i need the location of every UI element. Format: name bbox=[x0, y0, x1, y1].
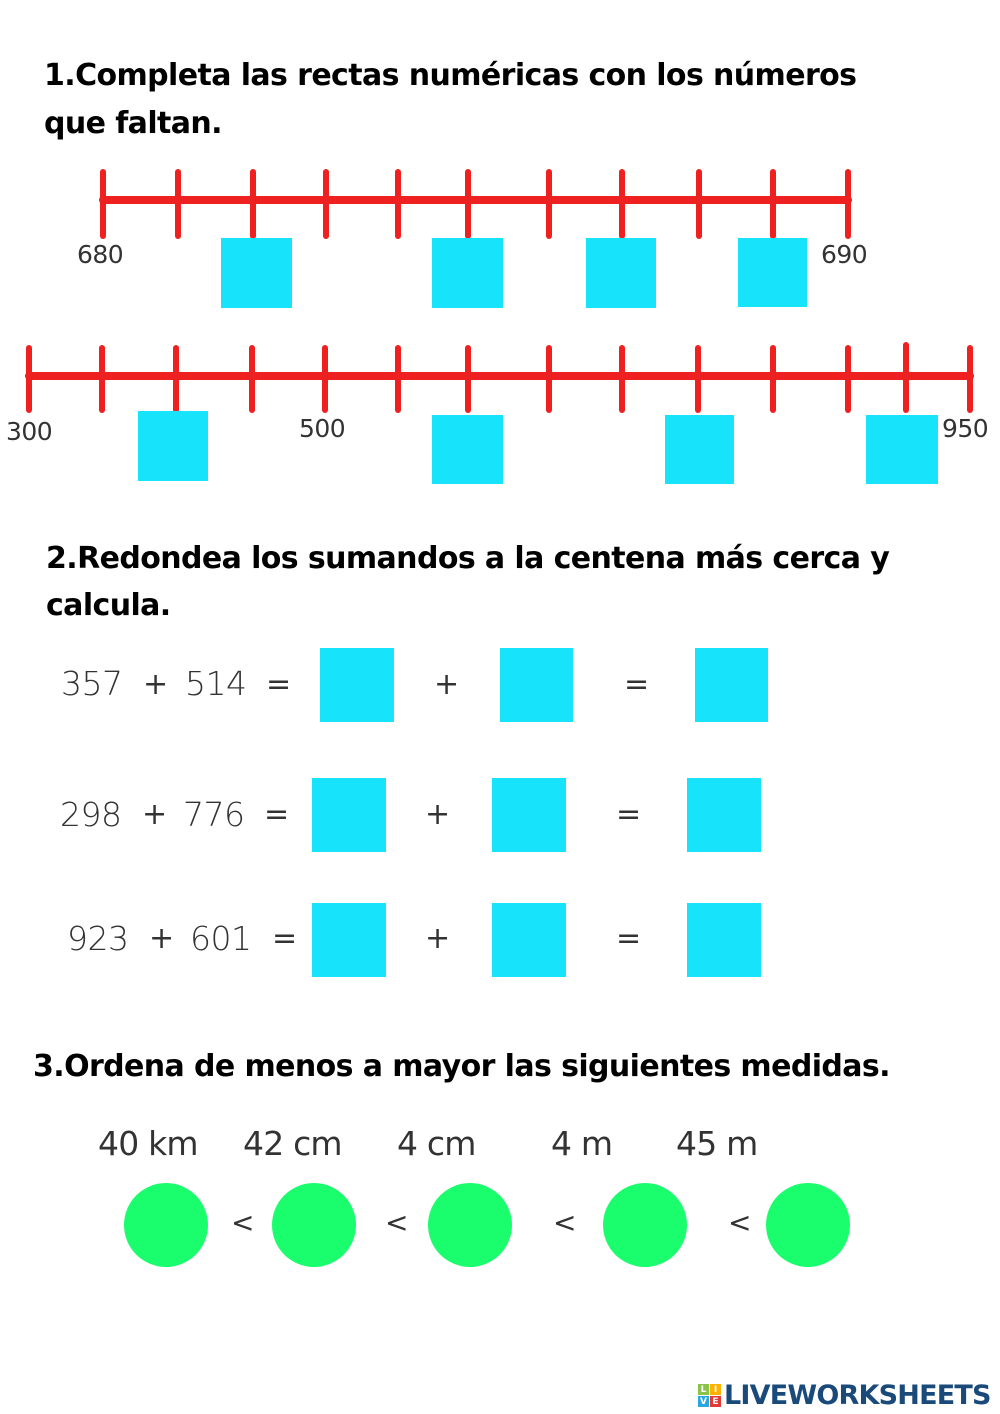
order-slot-4[interactable] bbox=[603, 1183, 687, 1267]
number-lines-graphic bbox=[25, 169, 974, 413]
line1-answer-box-3[interactable] bbox=[586, 238, 656, 308]
logo-block-e: E bbox=[710, 1396, 721, 1407]
line2-answer-box-3[interactable] bbox=[665, 415, 734, 484]
equals-sign: = bbox=[616, 921, 642, 956]
addend-a: 357 bbox=[61, 664, 123, 703]
equals-sign: = bbox=[272, 921, 298, 956]
order-slot-2[interactable] bbox=[272, 1183, 356, 1267]
rounded-b-box[interactable] bbox=[492, 778, 566, 852]
line2-answer-box-4[interactable] bbox=[866, 415, 938, 484]
less-than-sign: < bbox=[728, 1206, 752, 1239]
addend-b: 601 bbox=[190, 919, 252, 958]
exercise1-heading-line1: 1.Completa las rectas numéricas con los … bbox=[44, 58, 857, 93]
line1-answer-box-1[interactable] bbox=[221, 238, 292, 308]
addend-a: 298 bbox=[60, 795, 122, 834]
measure-label-5: 45 m bbox=[676, 1124, 758, 1163]
plus-sign: + bbox=[425, 921, 451, 956]
addend-a: 923 bbox=[67, 919, 129, 958]
line2-start-label: 300 bbox=[6, 417, 53, 446]
measure-label-1: 40 km bbox=[98, 1124, 199, 1163]
rounded-a-box[interactable] bbox=[312, 778, 386, 852]
order-slot-3[interactable] bbox=[428, 1183, 512, 1267]
live-blocks-icon: L I V E bbox=[698, 1384, 721, 1407]
plus-sign: + bbox=[425, 797, 451, 832]
logo-block-v: V bbox=[698, 1396, 709, 1407]
liveworksheets-logo: L I V E LIVEWORKSHEETS bbox=[698, 1380, 991, 1411]
equals-sign: = bbox=[264, 797, 290, 832]
logo-block-l: L bbox=[698, 1384, 709, 1395]
order-slot-5[interactable] bbox=[766, 1183, 850, 1267]
measure-label-2: 42 cm bbox=[243, 1124, 343, 1163]
line2-mid-label: 500 bbox=[299, 414, 346, 443]
rounded-b-box[interactable] bbox=[500, 648, 573, 722]
order-slot-1[interactable] bbox=[124, 1183, 208, 1267]
logo-block-i: I bbox=[710, 1384, 721, 1395]
exercise1-heading-line2: que faltan. bbox=[44, 106, 223, 141]
line1-start-label: 680 bbox=[77, 240, 124, 269]
equals-sign: = bbox=[266, 667, 292, 702]
measure-label-4: 4 m bbox=[551, 1124, 613, 1163]
exercise2-heading-line1: 2.Redondea los sumandos a la centena más… bbox=[46, 541, 890, 576]
line2-answer-box-1[interactable] bbox=[138, 411, 208, 481]
sum-box[interactable] bbox=[687, 778, 761, 852]
less-than-sign: < bbox=[553, 1206, 577, 1239]
logo-text: LIVEWORKSHEETS bbox=[724, 1380, 991, 1411]
plus-sign: + bbox=[149, 921, 175, 956]
line1-answer-box-2[interactable] bbox=[432, 238, 503, 308]
less-than-sign: < bbox=[385, 1206, 409, 1239]
equals-sign: = bbox=[624, 667, 650, 702]
plus-sign: + bbox=[143, 667, 169, 702]
exercise3-heading: 3.Ordena de menos a mayor las siguientes… bbox=[33, 1049, 891, 1084]
line2-answer-box-2[interactable] bbox=[432, 415, 503, 484]
line2-end-label: 950 bbox=[942, 414, 989, 443]
plus-sign: + bbox=[434, 667, 460, 702]
rounded-b-box[interactable] bbox=[492, 903, 566, 977]
sum-box[interactable] bbox=[695, 648, 768, 722]
number-line-2 bbox=[25, 342, 974, 413]
exercise2-heading-line2: calcula. bbox=[46, 588, 171, 623]
addend-b: 514 bbox=[185, 664, 247, 703]
addend-b: 776 bbox=[183, 795, 245, 834]
rounded-a-box[interactable] bbox=[312, 903, 386, 977]
line1-end-label: 690 bbox=[821, 240, 868, 269]
sum-box[interactable] bbox=[687, 903, 761, 977]
less-than-sign: < bbox=[231, 1206, 255, 1239]
rounded-a-box[interactable] bbox=[320, 648, 394, 722]
line1-answer-box-4[interactable] bbox=[738, 238, 807, 307]
plus-sign: + bbox=[142, 797, 168, 832]
measure-label-3: 4 cm bbox=[397, 1124, 476, 1163]
equals-sign: = bbox=[616, 797, 642, 832]
number-line-1 bbox=[99, 169, 852, 239]
